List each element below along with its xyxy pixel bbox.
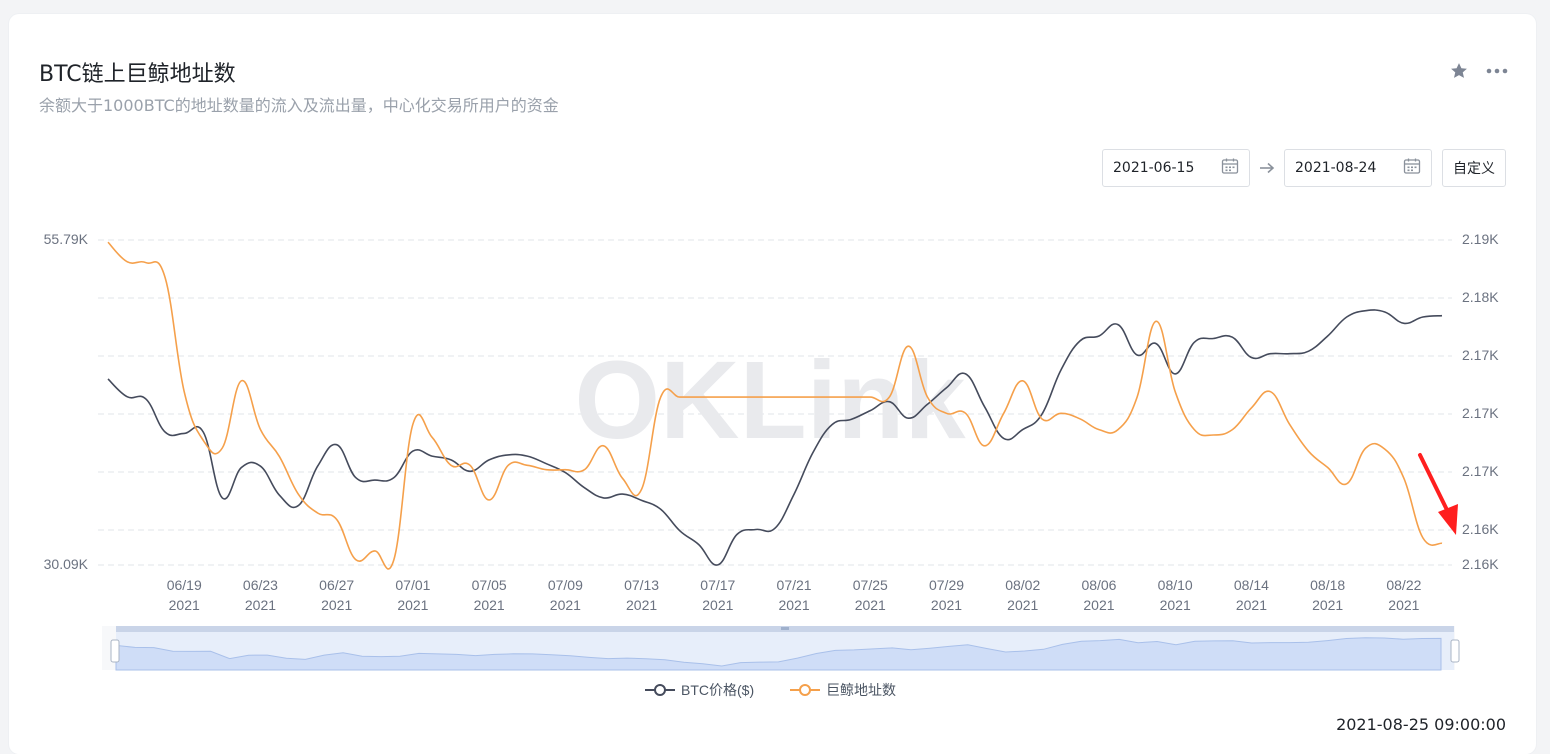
header-actions (1448, 60, 1508, 82)
update-timestamp: 2021-08-25 09:00:00 (1336, 715, 1506, 734)
page-title: BTC链上巨鲸地址数 (39, 62, 236, 87)
page-subtitle: 余额大于1000BTC的地址数量的流入及流出量，中心化交易所用户的资金 (39, 96, 559, 115)
date-range-picker: 2021-06-15 2021-08-24 自定义 (1102, 149, 1506, 187)
chart-card: BTC链上巨鲸地址数 余额大于1000BTC的地址数量的流入及流出量，中心化交易… (9, 14, 1536, 754)
star-icon[interactable] (1448, 60, 1470, 82)
end-date-value: 2021-08-24 (1295, 160, 1377, 176)
start-date-value: 2021-06-15 (1113, 160, 1195, 176)
end-date-field[interactable]: 2021-08-24 (1284, 149, 1432, 187)
custom-range-button[interactable]: 自定义 (1442, 149, 1506, 187)
more-dots-icon[interactable] (1486, 60, 1508, 82)
start-date-field[interactable]: 2021-06-15 (1102, 149, 1250, 187)
calendar-icon (1221, 157, 1239, 179)
arrow-right-icon (1258, 162, 1276, 174)
calendar-icon (1403, 157, 1421, 179)
